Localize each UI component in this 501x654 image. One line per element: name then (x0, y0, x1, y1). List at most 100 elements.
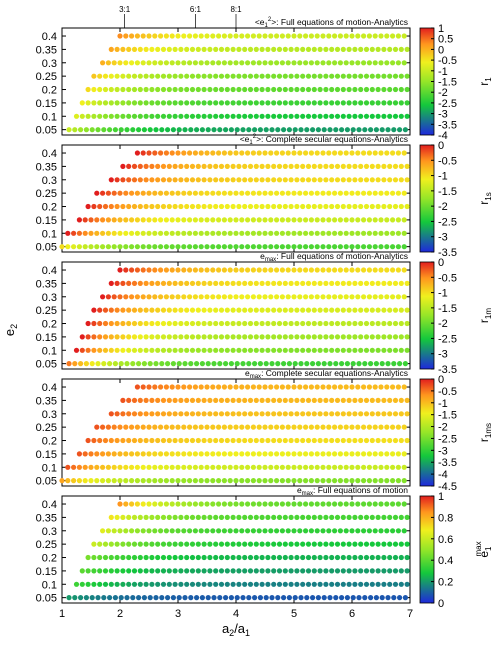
y-tick-label: 0.2 (42, 436, 57, 448)
data-point (297, 230, 303, 236)
data-point (236, 86, 242, 93)
data-point (285, 384, 291, 390)
data-point (317, 514, 323, 521)
data-point (102, 334, 109, 340)
data-point (334, 411, 341, 417)
data-point (247, 347, 254, 353)
data-point (239, 33, 245, 39)
data-point (123, 33, 129, 39)
data-point (143, 581, 149, 587)
data-point (134, 33, 140, 39)
data-point (146, 60, 152, 66)
data-point (94, 244, 100, 250)
data-point (250, 478, 256, 484)
data-point (352, 163, 358, 169)
data-point (288, 568, 294, 574)
data-point (259, 541, 265, 547)
data-point (147, 127, 153, 133)
data-point (329, 203, 335, 210)
data-point (102, 203, 109, 210)
data-point (91, 554, 97, 561)
data-point (129, 33, 135, 39)
data-point (118, 595, 124, 601)
data-point (362, 361, 368, 367)
data-point (134, 501, 140, 507)
data-point (320, 384, 326, 390)
data-point (398, 334, 404, 340)
resonance-tick-label: 6:1 (190, 5, 202, 14)
data-point (108, 568, 114, 574)
data-point (285, 424, 291, 430)
data-point (262, 33, 268, 39)
data-point (192, 384, 198, 390)
data-point (282, 554, 288, 561)
colorbar-tick-label: 0 (438, 374, 444, 386)
data-point (256, 384, 262, 390)
data-point (334, 554, 341, 561)
data-point (195, 581, 201, 587)
data-point (218, 541, 225, 547)
data-point (105, 230, 111, 236)
y-tick-label: 0.3 (42, 526, 57, 538)
data-point (192, 528, 198, 534)
data-point (276, 203, 283, 210)
data-point (100, 60, 106, 66)
data-point (390, 230, 396, 236)
data-point (303, 294, 309, 300)
data-point (97, 203, 103, 210)
data-point (131, 280, 138, 286)
data-point (288, 163, 294, 169)
data-point (108, 280, 114, 286)
data-point (349, 244, 355, 250)
data-point (340, 73, 346, 79)
data-point (165, 127, 171, 133)
data-point (181, 294, 187, 300)
data-point (131, 100, 138, 106)
data-point (131, 307, 138, 313)
data-point (349, 384, 355, 390)
data-point (221, 528, 227, 534)
data-point (350, 361, 356, 367)
data-point (352, 203, 358, 210)
data-point (337, 267, 343, 273)
data-point (126, 541, 132, 547)
data-point (245, 230, 251, 236)
data-point (160, 437, 167, 444)
data-point (120, 177, 126, 183)
colorbar-tick-label: 1 (438, 491, 444, 503)
data-point (192, 190, 198, 196)
data-point (224, 163, 230, 169)
data-point (78, 595, 84, 601)
data-point (108, 46, 114, 53)
data-point (259, 177, 265, 183)
data-point (323, 568, 329, 574)
data-point (143, 397, 149, 403)
data-point (372, 267, 378, 273)
data-point (172, 568, 178, 574)
data-point (305, 347, 312, 353)
data-point (314, 294, 320, 300)
data-point (291, 528, 297, 534)
data-point (253, 203, 259, 210)
data-point (361, 501, 367, 507)
data-point (294, 177, 300, 183)
data-point (265, 541, 271, 547)
colorbar-label: r1ms (477, 423, 493, 442)
data-point (291, 294, 297, 300)
data-point (221, 464, 227, 470)
data-point (358, 334, 364, 340)
data-point (143, 437, 149, 444)
data-point (178, 46, 184, 53)
y-tick-label: 0.05 (36, 242, 57, 254)
data-point (343, 230, 349, 236)
data-point (126, 163, 132, 169)
data-point (117, 244, 123, 250)
data-point (126, 320, 132, 327)
data-point (381, 397, 387, 403)
data-point (108, 411, 114, 417)
data-point (323, 437, 329, 444)
data-point (398, 73, 404, 79)
data-point (247, 203, 254, 210)
data-point (224, 46, 230, 53)
data-point (276, 307, 283, 313)
